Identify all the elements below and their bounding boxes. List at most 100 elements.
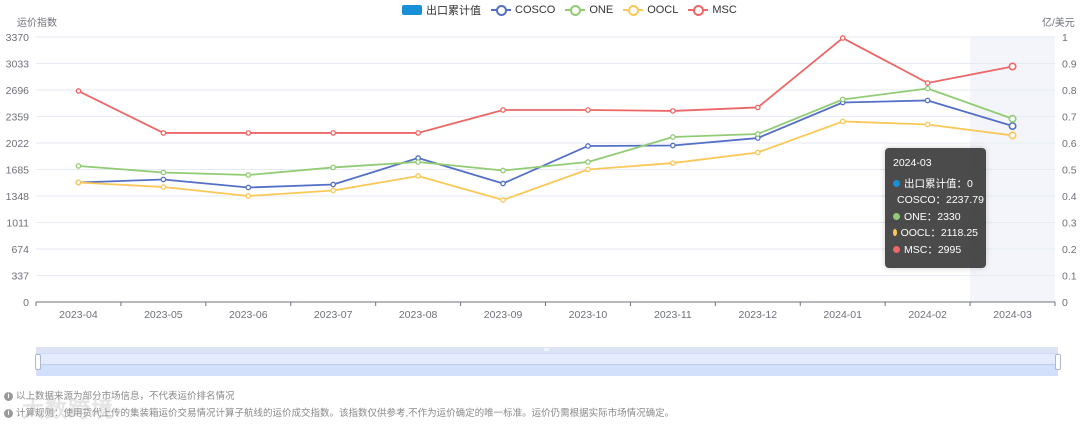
- data-point: [245, 172, 252, 178]
- x-axis-label: 2024-02: [908, 309, 947, 321]
- chart-notes: i 以上数据来源为部分市场信息，不代表运价排名情况 i 计算规则：使用货代上传的…: [4, 388, 674, 422]
- data-point: [1008, 131, 1017, 140]
- data-point: [500, 167, 506, 174]
- note-text: 以上数据来源为部分市场信息，不代表运价排名情况: [16, 391, 235, 402]
- series-line-msc: [78, 37, 1013, 134]
- right-axis-title: 亿/美元: [1042, 18, 1075, 29]
- data-point: [245, 130, 252, 136]
- data-point: [924, 121, 931, 128]
- info-icon: i: [4, 409, 13, 418]
- legend-label: ONE: [589, 4, 614, 16]
- y-axis-left-tick: 2696: [6, 85, 30, 97]
- y-axis-right-tick: 0.7: [1062, 112, 1077, 124]
- data-point: [75, 88, 82, 94]
- y-axis-left-tick: 2359: [6, 112, 30, 124]
- series-dot-icon: [893, 212, 900, 220]
- tooltip-title: 2024-03: [893, 157, 932, 169]
- data-point: [330, 181, 337, 188]
- tooltip-row: OOCL：2118.25: [893, 225, 978, 242]
- line-swatch-icon: [688, 4, 709, 16]
- data-point: [415, 130, 421, 136]
- legend-label: OOCL: [647, 4, 679, 16]
- data-point: [839, 35, 846, 41]
- legend-item-export-cumulative[interactable]: 出口累计值: [402, 2, 481, 18]
- series-dot-icon: [893, 179, 900, 187]
- tooltip-row-label: ONE：2330: [904, 210, 961, 223]
- y-axis-left-tick: 3033: [6, 59, 30, 71]
- data-point: [245, 184, 252, 191]
- legend-item-cosco[interactable]: COSCO: [491, 4, 555, 16]
- data-zoom-end-handle[interactable]: [1055, 354, 1061, 370]
- tooltip-row-label: OOCL：2118.25: [900, 227, 978, 240]
- note-row: i 计算规则：使用货代上传的集装箱运价交易情况计算子航线的运价成交指数。该指数仅…: [4, 405, 674, 422]
- legend-item-one[interactable]: ONE: [565, 4, 613, 16]
- data-point: [245, 193, 252, 199]
- x-axis-label: 2023-04: [59, 309, 98, 321]
- y-axis-right-tick: 0.5: [1062, 165, 1077, 177]
- y-axis-left-tick: 1348: [6, 191, 30, 203]
- data-point: [585, 107, 591, 113]
- left-axis-title: 运价指数: [17, 18, 57, 29]
- data-point: [415, 159, 421, 165]
- y-axis-left-tick: 2022: [6, 138, 30, 150]
- x-axis-label: 2024-01: [823, 309, 862, 321]
- data-point: [924, 85, 931, 92]
- tooltip-row: COSCO：2237.79: [893, 192, 984, 209]
- data-point: [330, 130, 337, 136]
- y-axis-right-tick: 1: [1062, 32, 1068, 44]
- series-line-cosco: [78, 99, 1013, 189]
- data-zoom-slider[interactable]: [35, 347, 1061, 376]
- tooltip-row: ONE：2330: [893, 208, 978, 225]
- line-chart: 0 337 674 1011 1348 1685 2022 2359 2696 3033 3370 0…: [6, 32, 1077, 321]
- legend-item-oocl[interactable]: OOCL: [623, 4, 678, 16]
- data-point: [500, 180, 506, 187]
- move-handle-icon[interactable]: [544, 348, 549, 351]
- x-axis-label: 2023-12: [739, 309, 778, 321]
- y-axis-right-tick: 0.2: [1062, 244, 1077, 256]
- legend-label: 出口累计值: [426, 5, 481, 17]
- data-point: [924, 97, 931, 104]
- data-point: [500, 107, 506, 113]
- series-line-oocl: [78, 120, 1013, 201]
- tooltip-row-label: MSC：2995: [904, 243, 962, 256]
- data-point: [160, 184, 167, 190]
- y-axis-right-tick: 0.1: [1062, 271, 1077, 283]
- y-axis-right-tick: 0.9: [1062, 59, 1077, 71]
- line-swatch-icon: [565, 4, 586, 16]
- y-axis-right-tick: 0.8: [1062, 85, 1077, 97]
- data-point: [754, 149, 761, 156]
- data-point: [75, 163, 82, 169]
- data-point: [160, 130, 167, 136]
- watermark: 大数跨境: [22, 397, 115, 422]
- x-axis-label: 2024-03: [993, 309, 1032, 321]
- chart-tooltip: 2024-03 出口累计值：0 COSCO：2237.79 ONE：2330 O…: [885, 148, 986, 268]
- data-point: [1008, 122, 1017, 131]
- x-axis-label: 2023-09: [484, 309, 523, 321]
- line-swatch-icon: [623, 4, 644, 16]
- series-dot-icon: [893, 229, 897, 237]
- note-text: 计算规则：使用货代上传的集装箱运价交易情况计算子航线的运价成交指数。该指数仅供参…: [16, 408, 675, 419]
- tooltip-row: 出口累计值：0: [893, 175, 978, 192]
- data-point: [839, 118, 846, 125]
- tooltip-row-label: 出口累计值：0: [904, 177, 973, 190]
- data-point: [585, 159, 591, 165]
- note-row: i 以上数据来源为部分市场信息，不代表运价排名情况: [4, 388, 674, 405]
- data-point: [1008, 62, 1017, 71]
- x-axis-label: 2023-06: [229, 309, 268, 321]
- x-axis-label: 2023-11: [654, 309, 692, 321]
- y-axis-right-tick: 0.6: [1062, 138, 1077, 150]
- data-point: [754, 131, 761, 137]
- x-axis-label: 2023-05: [144, 309, 183, 321]
- data-point: [160, 176, 167, 183]
- y-axis-left-tick: 337: [11, 271, 29, 283]
- data-zoom-start-handle[interactable]: [35, 354, 41, 370]
- data-zoom-preview: [36, 364, 1058, 376]
- bar-swatch-icon: [402, 5, 422, 15]
- info-icon: i: [4, 392, 13, 401]
- data-point: [585, 143, 591, 149]
- series-dot-icon: [893, 245, 900, 253]
- y-axis-left-tick: 1011: [6, 218, 29, 230]
- data-point: [670, 142, 676, 149]
- legend-item-msc[interactable]: MSC: [688, 4, 737, 16]
- y-axis-right-tick: 0: [1062, 297, 1068, 309]
